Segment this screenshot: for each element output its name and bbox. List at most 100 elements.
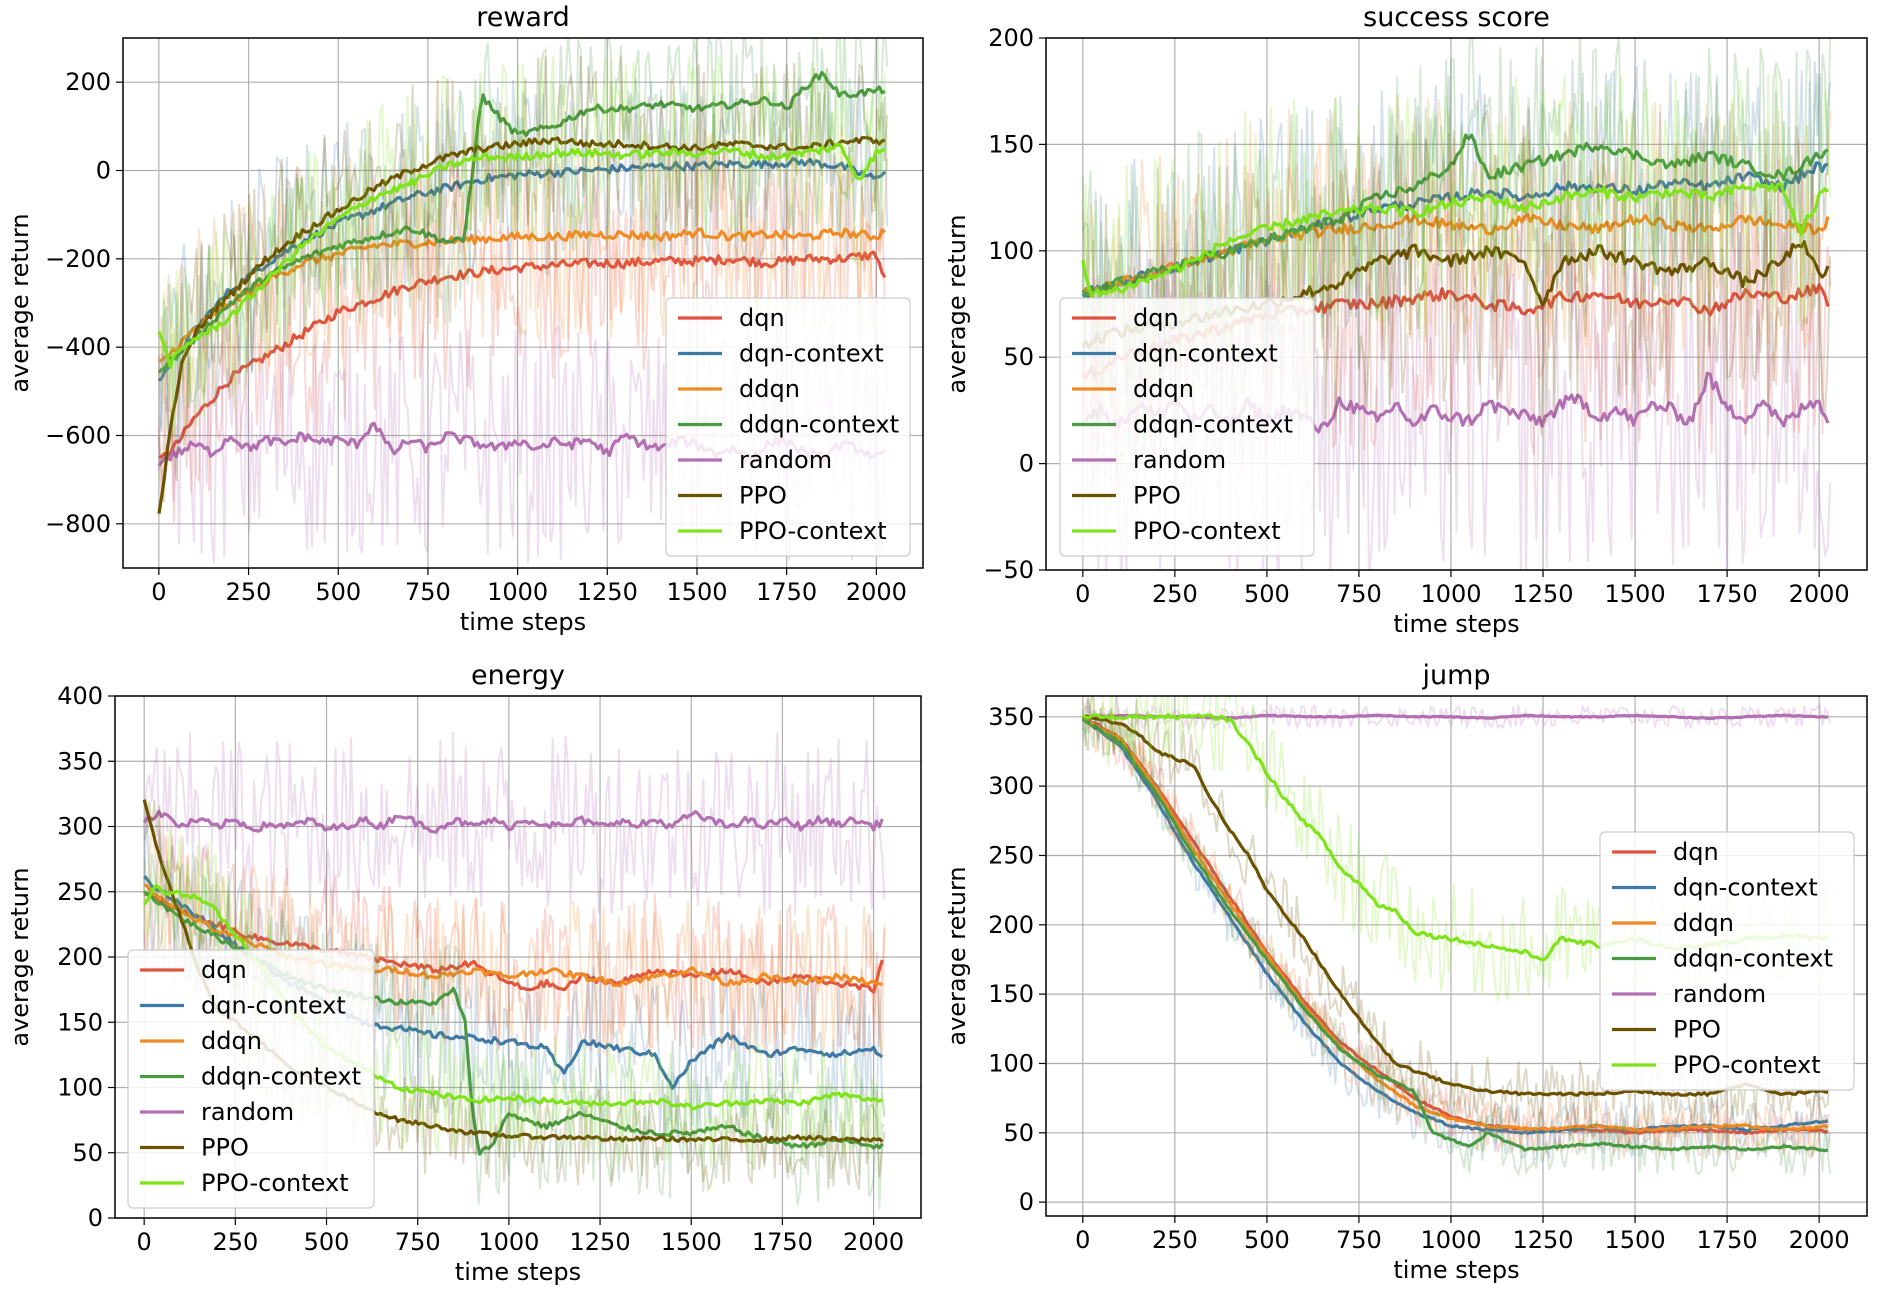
series-band-PPO [157, 56, 889, 503]
series-band-ddqn-context [143, 853, 886, 1210]
y-tick-label: 100 [988, 237, 1034, 265]
legend-label: PPO [1133, 482, 1181, 510]
chart-panel-0: 0 250 500 750 1000 1250 1500 1750 2000−800−600−4… [6, 2, 924, 636]
y-tick-label: 200 [65, 68, 111, 96]
chart-panel-3: 0 250 500 750 1000 1250 1500 1750 2000 0 50 100 150 2… [943, 660, 1868, 1284]
series-line-dqn [143, 892, 884, 994]
series-line-PPO-context [157, 142, 886, 370]
x-tick-label: 750 [395, 1228, 441, 1256]
y-tick-label: 250 [988, 841, 1034, 869]
y-axis-label: average return [943, 214, 971, 393]
series-line-dqn-context [157, 157, 887, 382]
series-band-dqn-context [157, 72, 889, 451]
legend-label: random [1673, 980, 1766, 1008]
x-tick-label: 2000 [1789, 580, 1850, 608]
legend: dqn dqn-context ddqn ddqn-context random PPO P… [665, 297, 911, 557]
x-tick-label: 1250 [1512, 1226, 1573, 1254]
y-tick-label: 250 [57, 878, 103, 906]
y-axis-label: average return [6, 867, 34, 1046]
y-tick-label: 0 [96, 157, 111, 185]
x-tick-label: 1000 [478, 1228, 539, 1256]
series-line-random [1082, 713, 1829, 721]
plot-frame [122, 37, 924, 569]
legend-label: dqn [1673, 838, 1719, 866]
legend-label: PPO-context [201, 1169, 349, 1197]
y-tick-label: 50 [72, 1139, 103, 1167]
y-tick-label: 200 [988, 24, 1034, 52]
legend: dqn dqn-context ddqn ddqn-context random PPO P… [1059, 297, 1315, 557]
legend-label: dqn [201, 956, 247, 984]
y-tick-label: 200 [57, 943, 103, 971]
legend-label: ddqn [1133, 375, 1194, 403]
legend-label: ddqn [201, 1027, 262, 1055]
x-tick-label: 0 [1075, 1226, 1090, 1254]
series-line-dqn [158, 250, 887, 460]
plot-frame [1045, 695, 1868, 1217]
x-tick-label: 250 [1152, 580, 1198, 608]
legend-label: ddqn [1673, 909, 1734, 937]
y-tick-label: 0 [1019, 450, 1034, 478]
plot-frame [1045, 37, 1868, 571]
x-tick-label: 1000 [1420, 580, 1481, 608]
legend-label: dqn-context [739, 340, 884, 368]
y-tick-label: −600 [45, 422, 111, 450]
x-tick-label: 1250 [570, 1228, 631, 1256]
chart-title: jump [1421, 660, 1490, 691]
legend-label: PPO-context [1673, 1051, 1821, 1079]
legend-label: dqn [1133, 304, 1179, 332]
legend-label: dqn-context [1133, 340, 1278, 368]
x-tick-label: 2000 [846, 578, 907, 606]
x-tick-label: 2000 [1789, 1226, 1850, 1254]
y-tick-label: 350 [57, 747, 103, 775]
series-band-ddqn-context [157, 38, 889, 439]
x-tick-label: 1500 [1605, 580, 1666, 608]
series-band-random [143, 731, 886, 918]
x-tick-label: 250 [212, 1228, 258, 1256]
legend-label: PPO-context [1133, 517, 1281, 545]
series-line-PPO [157, 136, 886, 514]
series-band-ddqn [157, 126, 889, 448]
x-tick-label: 1250 [1512, 580, 1573, 608]
x-tick-label: 750 [1336, 1226, 1382, 1254]
chart-title: energy [471, 660, 565, 691]
y-tick-label: 300 [988, 772, 1034, 800]
x-tick-label: 750 [405, 578, 451, 606]
y-tick-label: 200 [988, 911, 1034, 939]
series-line-ddqn-context [1081, 717, 1829, 1153]
legend-box [665, 297, 911, 557]
series-band-PPO-context [158, 55, 889, 434]
x-tick-label: 750 [1336, 580, 1382, 608]
series-line-random [142, 809, 884, 834]
y-tick-label: 150 [988, 980, 1034, 1008]
series-band-dqn [157, 146, 889, 523]
legend-label: dqn [739, 304, 785, 332]
series-band-ddqn [143, 824, 886, 1058]
legend-label: random [739, 446, 832, 474]
y-tick-label: 350 [988, 703, 1034, 731]
legend-box [127, 949, 375, 1209]
y-tick-label: 400 [57, 682, 103, 710]
legend-label: ddqn-context [1673, 945, 1833, 973]
x-tick-label: 1000 [1420, 1226, 1481, 1254]
series-line-ddqn [143, 883, 883, 988]
series-band-ddqn-context [1081, 38, 1832, 397]
x-tick-label: 0 [137, 1228, 152, 1256]
x-tick-label: 1000 [487, 578, 548, 606]
y-tick-label: −400 [45, 333, 111, 361]
series-line-ddqn [1082, 718, 1829, 1133]
x-tick-label: 500 [315, 578, 361, 606]
legend-label: PPO [201, 1134, 249, 1162]
y-tick-label: −50 [983, 556, 1034, 584]
series-line-PPO-context [1081, 181, 1830, 299]
y-tick-label: −200 [45, 245, 111, 273]
y-tick-label: 0 [1019, 1188, 1034, 1216]
legend-label: ddqn-context [201, 1063, 361, 1091]
x-tick-label: 0 [151, 578, 166, 606]
y-axis-label: average return [6, 213, 34, 392]
legend-label: ddqn [739, 375, 800, 403]
x-axis-label: time steps [1393, 1256, 1519, 1284]
series-line-ddqn [158, 227, 886, 364]
x-tick-label: 500 [304, 1228, 350, 1256]
chart-panel-2: 0 250 500 750 1000 1250 1500 1750 2000 0 50 100 150 2… [6, 660, 922, 1286]
